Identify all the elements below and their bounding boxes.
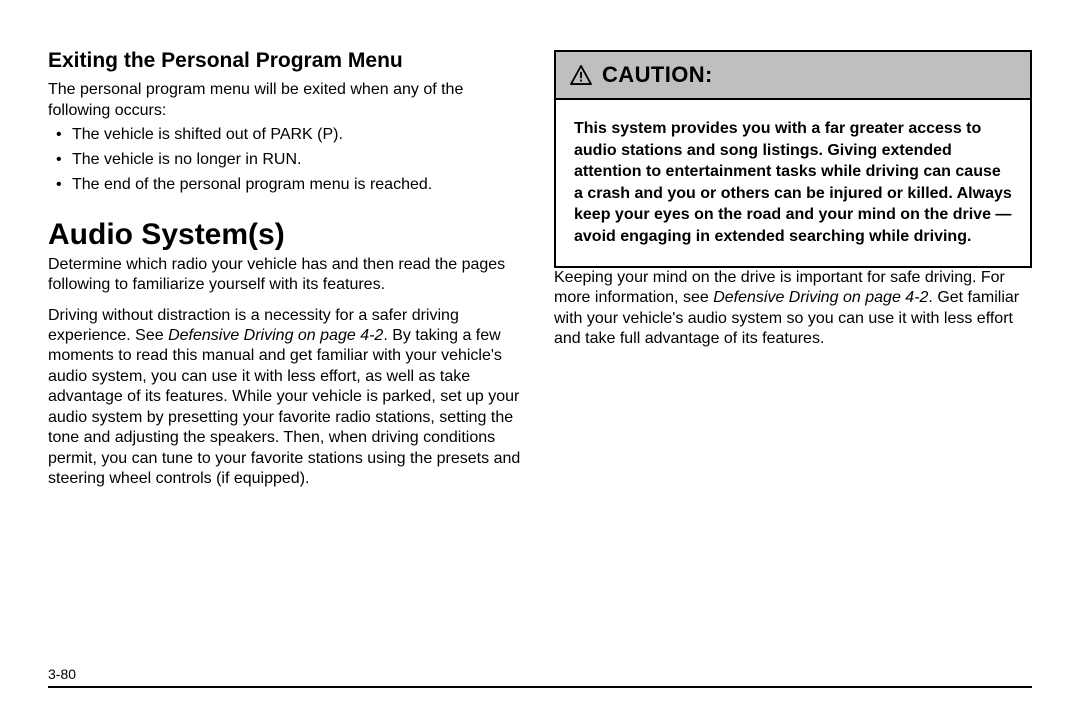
intro-paragraph: The personal program menu will be exited… — [48, 80, 526, 121]
list-item: The end of the personal program menu is … — [48, 175, 526, 196]
audio-detail-paragraph: Driving without distraction is a necessi… — [48, 306, 526, 490]
warning-triangle-icon — [570, 65, 592, 85]
right-column: CAUTION: This system provides you with a… — [554, 48, 1032, 500]
two-column-layout: Exiting the Personal Program Menu The pe… — [48, 48, 1032, 500]
cross-reference: Defensive Driving on page 4-2 — [168, 327, 383, 344]
exit-conditions-list: The vehicle is shifted out of PARK (P). … — [48, 125, 526, 195]
audio-intro-paragraph: Determine which radio your vehicle has a… — [48, 255, 526, 296]
page-footer: 3-80 — [48, 686, 1032, 688]
page-number: 3-80 — [48, 666, 1032, 686]
caution-body: This system provides you with a far grea… — [556, 100, 1030, 266]
footer-rule — [48, 686, 1032, 688]
list-item: The vehicle is no longer in RUN. — [48, 150, 526, 171]
left-column: Exiting the Personal Program Menu The pe… — [48, 48, 526, 500]
caution-box: CAUTION: This system provides you with a… — [554, 50, 1032, 268]
heading-audio-systems: Audio System(s) — [48, 218, 526, 251]
caution-label: CAUTION: — [602, 62, 713, 88]
text-run: . By taking a few moments to read this m… — [48, 327, 520, 487]
caution-text: This system provides you with a far grea… — [574, 118, 1012, 248]
list-item: The vehicle is shifted out of PARK (P). — [48, 125, 526, 146]
post-caution-paragraph: Keeping your mind on the drive is import… — [554, 268, 1032, 350]
manual-page: Exiting the Personal Program Menu The pe… — [0, 0, 1080, 720]
subheading-exiting-menu: Exiting the Personal Program Menu — [48, 48, 526, 74]
cross-reference: Defensive Driving on page 4-2 — [713, 289, 928, 306]
caution-header: CAUTION: — [556, 52, 1030, 100]
